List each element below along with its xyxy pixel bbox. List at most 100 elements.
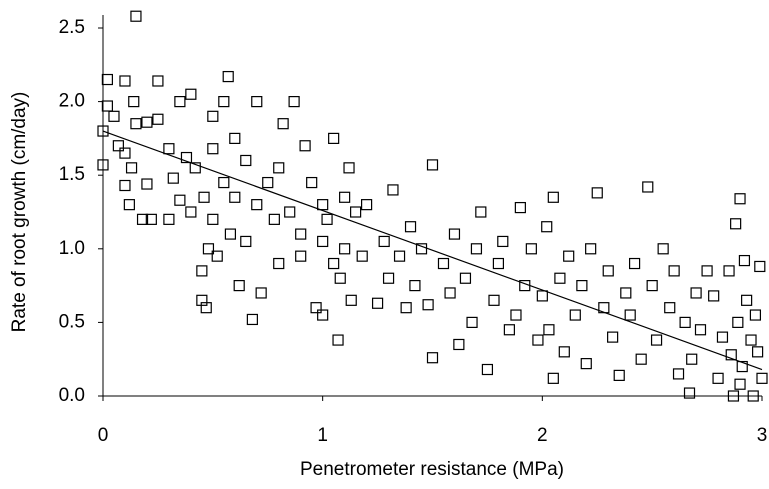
point bbox=[679, 316, 691, 328]
y-tick-label: 2.0 bbox=[59, 91, 85, 112]
point bbox=[400, 302, 412, 314]
point bbox=[723, 265, 735, 277]
point bbox=[229, 191, 241, 203]
point bbox=[288, 95, 300, 108]
point bbox=[207, 110, 219, 122]
point bbox=[378, 235, 390, 248]
point bbox=[371, 297, 384, 309]
point bbox=[163, 213, 175, 225]
point bbox=[119, 75, 131, 87]
point bbox=[591, 187, 603, 199]
point bbox=[628, 257, 641, 270]
point bbox=[334, 272, 346, 284]
point bbox=[317, 199, 329, 211]
point bbox=[453, 338, 465, 351]
point bbox=[196, 265, 208, 277]
y-tick-label: 2.5 bbox=[59, 17, 85, 38]
point bbox=[229, 132, 241, 144]
point bbox=[108, 110, 120, 122]
y-tick-label: 0.0 bbox=[59, 385, 85, 406]
point bbox=[141, 178, 153, 190]
x-tick-label: 1 bbox=[317, 425, 328, 446]
point bbox=[481, 363, 494, 376]
y-tick-label: 1.0 bbox=[59, 238, 85, 259]
point bbox=[387, 184, 399, 196]
point bbox=[547, 191, 559, 203]
point bbox=[741, 294, 753, 306]
point bbox=[339, 243, 351, 255]
point bbox=[273, 162, 285, 174]
point bbox=[745, 334, 757, 346]
point bbox=[317, 235, 329, 248]
point bbox=[725, 349, 737, 361]
point bbox=[196, 294, 208, 306]
point bbox=[701, 265, 713, 277]
point bbox=[123, 199, 135, 211]
point bbox=[343, 162, 355, 174]
point bbox=[708, 290, 720, 302]
point bbox=[163, 143, 175, 155]
point bbox=[475, 206, 487, 218]
point bbox=[295, 228, 307, 240]
point bbox=[321, 213, 333, 225]
point bbox=[613, 369, 625, 381]
point bbox=[332, 334, 344, 346]
point bbox=[668, 265, 680, 277]
point bbox=[295, 250, 307, 262]
point bbox=[752, 346, 764, 358]
point bbox=[736, 360, 748, 373]
point bbox=[620, 287, 632, 299]
point bbox=[136, 213, 149, 225]
point bbox=[683, 387, 696, 399]
x-tick-label: 3 bbox=[757, 425, 768, 446]
point bbox=[747, 390, 759, 402]
point bbox=[97, 159, 109, 171]
point bbox=[712, 372, 724, 384]
point bbox=[284, 206, 296, 218]
point bbox=[466, 316, 478, 328]
point bbox=[749, 309, 762, 321]
point bbox=[536, 290, 548, 302]
point bbox=[503, 324, 515, 336]
point bbox=[306, 176, 318, 189]
point bbox=[218, 95, 230, 108]
point bbox=[101, 73, 113, 86]
point bbox=[657, 243, 669, 255]
x-tick-label: 2 bbox=[537, 425, 548, 446]
point bbox=[255, 287, 267, 299]
point bbox=[558, 346, 570, 358]
point bbox=[543, 324, 555, 336]
point bbox=[686, 353, 698, 365]
point bbox=[734, 378, 746, 390]
point bbox=[152, 113, 164, 125]
point bbox=[409, 280, 421, 292]
point bbox=[672, 368, 685, 380]
point bbox=[642, 181, 654, 193]
point bbox=[488, 294, 500, 306]
point bbox=[448, 228, 461, 240]
point bbox=[328, 257, 340, 270]
point bbox=[602, 265, 614, 277]
point bbox=[328, 132, 340, 144]
point bbox=[470, 243, 483, 255]
point bbox=[422, 299, 434, 311]
point bbox=[130, 118, 142, 130]
point bbox=[317, 309, 329, 321]
point bbox=[690, 287, 702, 299]
point bbox=[97, 125, 109, 137]
point bbox=[185, 88, 197, 100]
point bbox=[569, 309, 581, 321]
point bbox=[240, 235, 252, 248]
point bbox=[510, 309, 522, 321]
point bbox=[393, 250, 406, 262]
point bbox=[174, 95, 186, 108]
point bbox=[738, 254, 751, 267]
point bbox=[224, 228, 237, 240]
point bbox=[554, 272, 566, 284]
trend-line bbox=[102, 130, 763, 371]
point bbox=[141, 116, 153, 128]
point bbox=[732, 316, 744, 328]
point bbox=[273, 257, 285, 270]
point bbox=[607, 331, 619, 343]
point bbox=[189, 162, 201, 174]
